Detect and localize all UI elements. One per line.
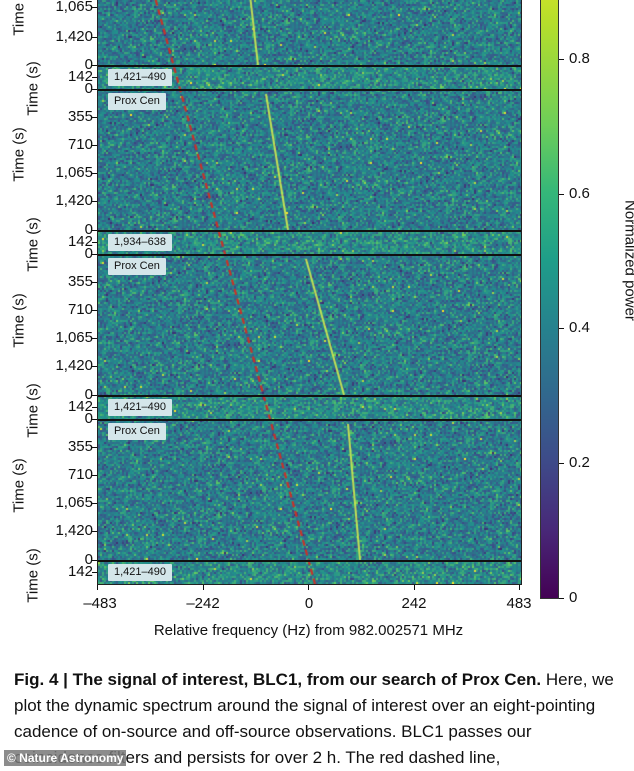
y-tick-mark <box>92 531 97 532</box>
panel-label-on-source: Prox Cen <box>108 258 166 275</box>
colorbar <box>540 0 559 599</box>
panel-divider <box>98 395 521 397</box>
colorbar-tick: 0.4 <box>559 320 590 335</box>
y-tick-label: 710 <box>68 137 93 152</box>
y-tick-mark <box>92 560 97 561</box>
y-axis-label: Time (s) <box>11 293 28 347</box>
panel-divider <box>98 254 521 256</box>
y-tick-mark <box>92 37 97 38</box>
y-tick-label: 1,065 <box>55 165 93 180</box>
colorbar-tick: 0.8 <box>559 51 590 66</box>
y-tick-mark <box>92 310 97 311</box>
panel-label-off-source: 1,421–490 <box>108 69 172 86</box>
panel-divider <box>98 560 521 562</box>
y-axis-label: Time (s) <box>11 127 28 181</box>
x-tick-mark <box>97 585 98 590</box>
y-tick-mark <box>92 419 97 420</box>
y-tick-label: 1,420 <box>55 29 93 44</box>
panel-label-on-source: Prox Cen <box>108 93 166 110</box>
y-tick-label: 142 <box>68 564 93 579</box>
y-tick-label: 355 <box>68 109 93 124</box>
x-tick-mark <box>308 585 309 590</box>
y-tick-mark <box>92 366 97 367</box>
panel-divider <box>98 419 521 421</box>
x-tick-label: –242 <box>186 595 219 612</box>
colorbar-tick: 0 <box>559 590 577 605</box>
y-tick-label: 1,065 <box>55 495 93 510</box>
y-axis-label: Time (s) <box>25 61 42 115</box>
y-tick-mark <box>92 503 97 504</box>
x-tick-label: 483 <box>506 595 531 612</box>
colorbar-tick: 0.6 <box>559 186 590 201</box>
y-tick-mark <box>92 89 97 90</box>
y-tick-mark <box>92 447 97 448</box>
watermark: © Nature Astronomy <box>4 750 126 766</box>
y-tick-label: 1,420 <box>55 193 93 208</box>
y-axis-label: Time (s) <box>25 383 42 437</box>
caption-title: Fig. 4 | The signal of interest, BLC1, f… <box>14 670 541 689</box>
y-tick-label: 355 <box>68 439 93 454</box>
y-tick-mark <box>92 407 97 408</box>
y-tick-mark <box>92 395 97 396</box>
y-tick-mark <box>92 338 97 339</box>
x-tick-mark <box>414 585 415 590</box>
y-tick-mark <box>92 173 97 174</box>
panel-label-off-source: 1,421–490 <box>108 399 172 416</box>
y-tick-label: 1,420 <box>55 523 93 538</box>
x-tick-label: 242 <box>401 595 426 612</box>
y-axis-label: Time (s) <box>11 0 28 36</box>
x-tick-mark <box>203 585 204 590</box>
y-tick-mark <box>92 242 97 243</box>
y-axis-label: Time (s) <box>25 548 42 602</box>
dynamic-spectrum-plot: 1,421–490 Prox Cen 1,934–638 Prox Cen 1,… <box>97 0 522 585</box>
y-tick-label: 355 <box>68 274 93 289</box>
x-axis-label: Relative frequency (Hz) from 982.002571 … <box>0 622 617 639</box>
y-tick-mark <box>92 77 97 78</box>
y-tick-label: 1,420 <box>55 358 93 373</box>
y-tick-mark <box>92 282 97 283</box>
panel-label-on-source: Prox Cen <box>108 423 166 440</box>
y-tick-mark <box>92 475 97 476</box>
y-tick-label: 1,065 <box>55 0 93 14</box>
panel-divider <box>98 230 521 232</box>
colorbar-tick: 0.2 <box>559 455 590 470</box>
panel-label-off-source: 1,934–638 <box>108 234 172 251</box>
panel-divider <box>98 89 521 91</box>
y-axis-label: Time (s) <box>25 217 42 271</box>
y-tick-mark <box>92 254 97 255</box>
x-tick-label: –483 <box>83 595 116 612</box>
y-tick-mark <box>92 145 97 146</box>
y-tick-mark <box>92 7 97 8</box>
x-tick-label: 0 <box>305 595 313 612</box>
colorbar-label: Normalized power <box>622 191 634 331</box>
panel-label-off-source: 1,421–490 <box>108 564 172 581</box>
panel-divider <box>98 65 521 67</box>
y-tick-mark <box>92 230 97 231</box>
y-tick-label: 1,065 <box>55 330 93 345</box>
y-tick-mark <box>92 117 97 118</box>
heatmap-canvas <box>98 0 521 584</box>
y-tick-mark <box>92 572 97 573</box>
y-tick-mark <box>92 65 97 66</box>
y-tick-label: 710 <box>68 467 93 482</box>
y-tick-label: 710 <box>68 302 93 317</box>
y-tick-mark <box>92 201 97 202</box>
x-tick-mark <box>519 585 520 590</box>
y-axis-label: Time (s) <box>11 458 28 512</box>
